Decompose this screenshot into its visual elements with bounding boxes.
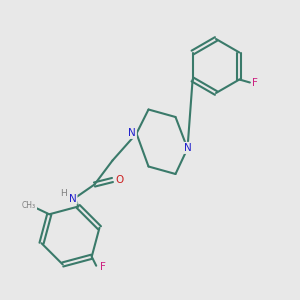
Text: N: N [128,128,136,138]
Text: N: N [69,194,76,204]
Text: F: F [100,262,106,272]
Text: O: O [115,175,123,185]
Text: H: H [60,189,67,198]
Text: F: F [252,77,258,88]
Text: CH₃: CH₃ [22,201,36,210]
Text: N: N [184,143,191,153]
